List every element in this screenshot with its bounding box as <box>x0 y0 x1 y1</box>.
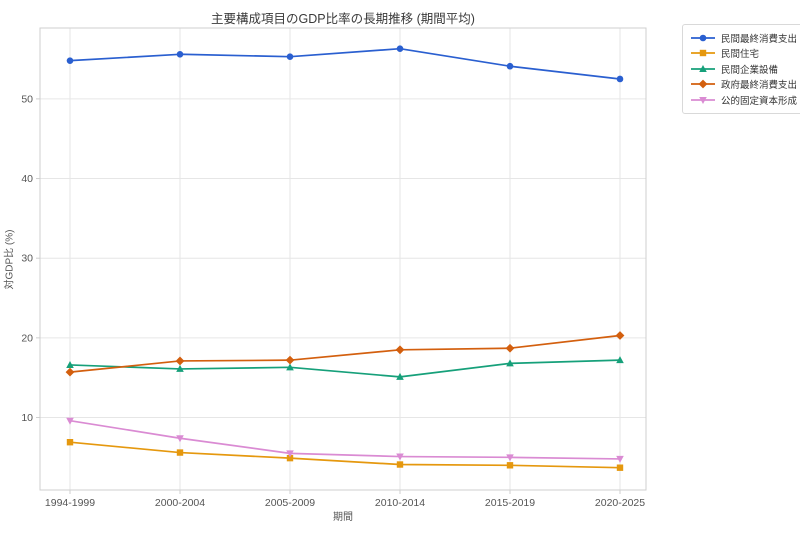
square-marker <box>66 439 74 446</box>
triangle-down-marker <box>286 450 294 458</box>
triangle-up-marker <box>506 359 514 367</box>
series-line <box>69 359 621 378</box>
square-marker <box>506 462 514 469</box>
triangle-down-marker <box>66 417 74 425</box>
square-marker <box>176 449 184 456</box>
legend-label: 公的固定資本形成 <box>721 95 798 107</box>
diamond-marker <box>175 356 185 366</box>
diamond-legend-icon <box>691 79 715 89</box>
x-tick-label: 2015-2019 <box>485 497 535 509</box>
circle-marker <box>396 45 404 53</box>
y-tick-label: 20 <box>21 332 33 344</box>
y-tick-label: 40 <box>21 173 33 185</box>
y-tick-label: 10 <box>21 412 33 424</box>
triangle-up-marker <box>66 360 74 368</box>
x-tick-label: 2005-2009 <box>265 497 315 509</box>
diamond-marker <box>395 345 405 355</box>
diamond-marker <box>615 331 625 340</box>
legend-label: 民間最終消費支出 <box>721 33 798 45</box>
legend: 民間最終消費支出 民間住宅民間企業設備政府最終消費支出 公的固定資本形成 <box>682 24 800 114</box>
chart-title: 主要構成項目のGDP比率の長期推移 (期間平均) <box>211 12 475 26</box>
square-marker <box>616 464 624 471</box>
legend-item: 政府最終消費支出 <box>690 77 797 93</box>
circle-marker <box>66 57 74 64</box>
triangle-up-marker <box>286 363 294 371</box>
x-tick-label: 2000-2004 <box>155 497 205 509</box>
series-line <box>69 47 621 80</box>
legend-item: 公的固定資本形成 <box>690 92 797 108</box>
square-legend-icon <box>691 50 715 57</box>
circle-legend-icon <box>691 34 715 42</box>
circle-marker <box>506 62 514 70</box>
triangle-down-marker <box>616 455 624 463</box>
triangle-up-marker <box>616 356 624 364</box>
diamond-marker <box>65 367 75 377</box>
diamond-marker <box>505 343 515 353</box>
triangle-up-legend-icon <box>691 64 715 72</box>
triangle-down-marker <box>506 454 514 462</box>
series-line <box>69 419 621 460</box>
legend-item: 民間最終消費支出 <box>690 30 797 46</box>
series-line <box>69 441 621 469</box>
triangle-up-marker <box>396 372 404 380</box>
legend-label: 民間住宅 <box>721 49 760 61</box>
x-tick-label: 2020-2025 <box>595 497 645 509</box>
diamond-marker <box>285 355 295 365</box>
triangle-down-marker <box>396 453 404 461</box>
x-tick-label: 2010-2014 <box>375 497 425 509</box>
series-line <box>69 334 621 373</box>
triangle-up-marker <box>176 364 184 372</box>
y-tick-label: 50 <box>21 93 33 105</box>
plot-border <box>39 27 647 491</box>
circle-marker <box>616 75 624 83</box>
legend-label: 民間企業設備 <box>721 64 779 76</box>
circle-marker <box>176 50 184 58</box>
legend-label: 政府最終消費支出 <box>721 80 798 92</box>
triangle-down-marker <box>176 435 184 443</box>
legend-item: 民間住宅 <box>690 46 797 62</box>
square-marker <box>396 461 404 468</box>
legend-item: 民間企業設備 <box>690 61 797 77</box>
y-tick-label: 30 <box>21 253 33 265</box>
x-tick-label: 1994-1999 <box>45 497 95 509</box>
x-axis-label: 期間 <box>333 512 353 523</box>
triangle-down-legend-icon <box>691 96 715 104</box>
circle-marker <box>286 53 294 60</box>
square-marker <box>286 454 294 462</box>
